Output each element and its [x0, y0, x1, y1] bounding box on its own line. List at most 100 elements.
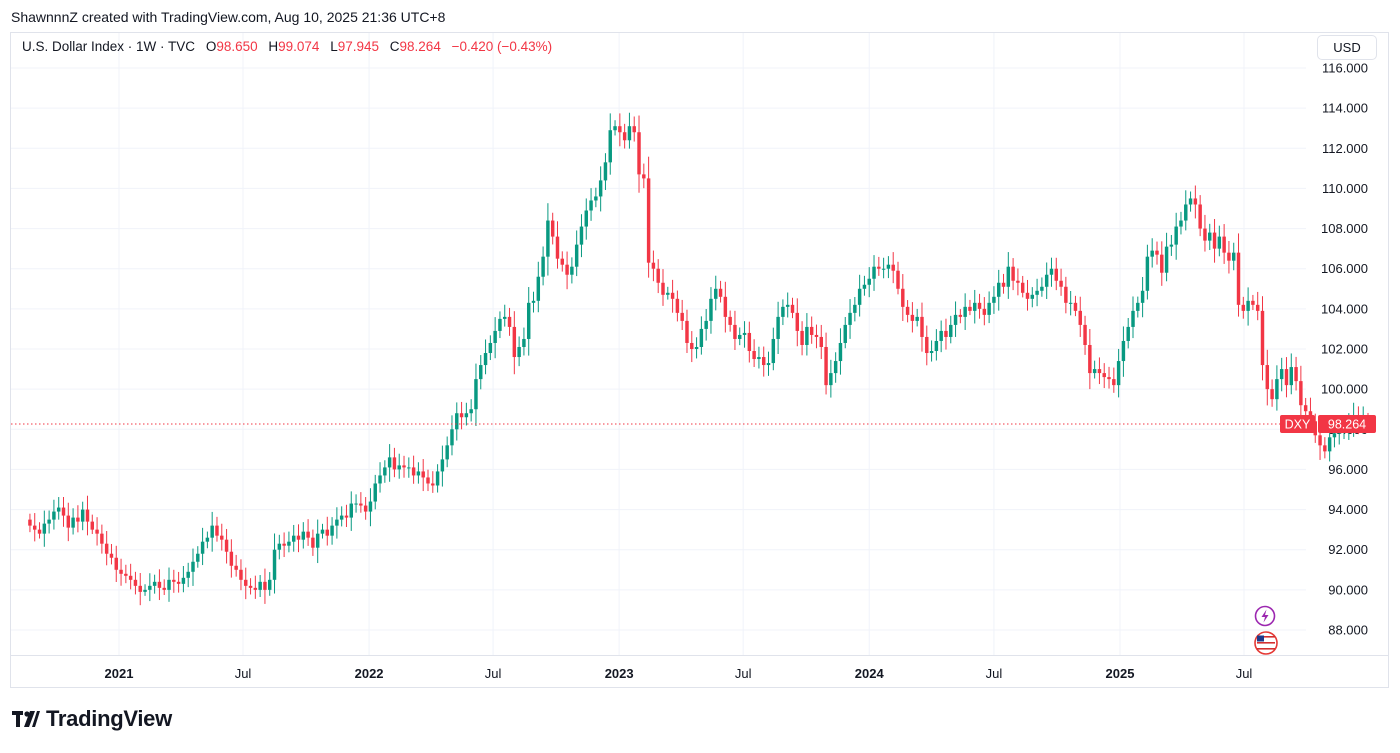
candle-body	[172, 579, 176, 582]
candle-body	[589, 200, 593, 211]
candle-body	[718, 288, 723, 297]
candle-body	[838, 342, 843, 362]
candle-body	[196, 553, 200, 562]
candle-body	[287, 541, 291, 546]
candle-body	[1040, 286, 1044, 291]
candle-body	[253, 587, 258, 590]
symbol-title[interactable]: U.S. Dollar Index · 1W · TVC	[22, 39, 196, 54]
candle-body	[694, 346, 699, 349]
candle-body	[258, 581, 262, 590]
candle-body	[690, 342, 694, 349]
y-tick-label: 94.000	[1328, 502, 1368, 517]
candle-body	[162, 587, 166, 590]
candle-body	[1217, 236, 1222, 249]
candle-body	[761, 357, 766, 366]
candle-body	[244, 579, 248, 586]
candle-body	[666, 292, 670, 295]
candle-body	[742, 332, 747, 335]
y-tick-label: 116.000	[1322, 61, 1368, 76]
high-value: 99.074	[278, 39, 320, 54]
candle-body	[330, 525, 334, 536]
candle-body	[507, 316, 512, 327]
price-tag-value: 98.264	[1328, 417, 1366, 431]
candle-body	[47, 519, 51, 524]
candle-body	[536, 276, 541, 301]
candle-body	[1184, 204, 1188, 221]
x-tick-label: Jul	[235, 666, 252, 681]
candle-body	[598, 180, 603, 197]
candle-body	[1112, 379, 1116, 386]
candle-body	[224, 539, 229, 552]
candle-body	[1198, 204, 1202, 229]
x-tick-label: 2022	[355, 666, 384, 681]
candle-body	[925, 336, 929, 354]
chart-pane[interactable]	[10, 32, 1389, 688]
price-tag-ticker: DXY	[1285, 417, 1311, 431]
candle-body	[431, 483, 435, 486]
candle-body	[301, 531, 306, 540]
us-flag-stripe	[1257, 642, 1275, 644]
candle-body	[152, 581, 157, 586]
candle-body	[28, 519, 32, 526]
candle-body	[1054, 268, 1058, 281]
y-tick-label: 110.000	[1322, 181, 1368, 196]
candle-body	[104, 543, 109, 554]
candle-body	[1323, 445, 1327, 452]
candle-body	[200, 541, 205, 554]
candle-body	[85, 509, 90, 522]
candle-body	[522, 338, 526, 347]
y-tick-label: 112.000	[1322, 141, 1368, 156]
candle-body	[440, 459, 445, 472]
candle-body	[1064, 286, 1068, 303]
candle-body	[1318, 435, 1322, 446]
candle-body	[1044, 274, 1049, 287]
candle-body	[1284, 369, 1289, 386]
candle-body	[1246, 300, 1250, 311]
candle-body	[128, 575, 133, 580]
candle-body	[114, 557, 118, 570]
ohlc-legend: U.S. Dollar Index · 1W · TVC O98.650 H99…	[22, 39, 552, 54]
candle-body	[973, 302, 977, 311]
candle-body	[723, 296, 728, 317]
candle-body	[1025, 292, 1030, 299]
y-tick-label: 108.000	[1321, 221, 1368, 236]
us-flag-stripe	[1257, 636, 1275, 638]
candle-body	[608, 130, 612, 163]
candle-body	[752, 351, 756, 360]
candle-body	[565, 264, 569, 275]
candle-body	[1049, 268, 1054, 275]
us-flag-stripe	[1257, 648, 1275, 650]
candle-body	[291, 535, 296, 542]
candle-body	[867, 278, 871, 285]
candle-body	[982, 308, 987, 315]
candle-body	[66, 515, 71, 528]
candle-body	[843, 324, 847, 343]
price-tag-value-bg	[1318, 414, 1376, 433]
candle-body	[488, 342, 493, 354]
candle-body	[781, 306, 785, 317]
candle-body	[493, 330, 497, 343]
candle-body	[661, 282, 665, 295]
candle-body	[1073, 302, 1078, 311]
candle-body	[61, 507, 66, 516]
candle-body	[1260, 310, 1265, 366]
candle-body	[747, 332, 752, 352]
candle-body	[378, 475, 382, 484]
x-tick-label: 2023	[605, 666, 634, 681]
candle-body	[642, 174, 646, 179]
candle-body	[90, 521, 95, 530]
candle-body	[138, 585, 142, 592]
candle-body	[37, 529, 42, 534]
currency-button[interactable]: USD	[1317, 35, 1377, 60]
candle-body	[459, 413, 464, 418]
candle-body	[181, 577, 186, 584]
candle-body	[901, 288, 905, 307]
candle-body	[1011, 266, 1015, 281]
candle-body	[469, 409, 473, 414]
candle-body	[272, 549, 277, 580]
open-value: 98.650	[216, 39, 258, 54]
candle-body	[1083, 324, 1087, 345]
candle-body	[531, 300, 536, 303]
candle-body	[119, 569, 123, 574]
x-tick-label: 2021	[105, 666, 134, 681]
